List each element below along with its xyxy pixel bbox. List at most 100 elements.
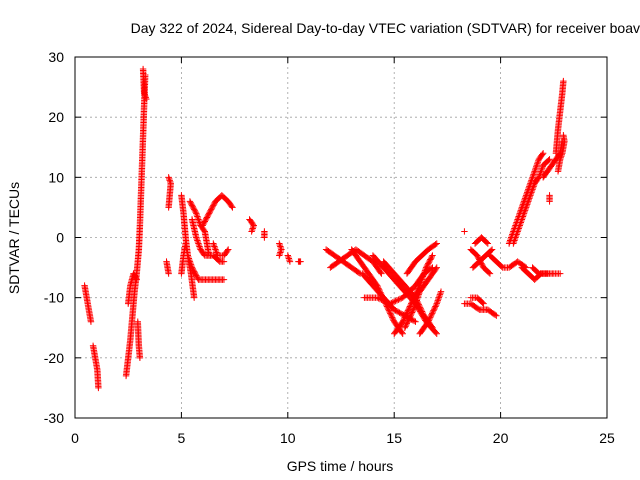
data-point bbox=[431, 304, 438, 312]
data-point bbox=[248, 226, 256, 234]
data-point bbox=[474, 305, 482, 313]
data-point bbox=[428, 253, 435, 261]
data-point bbox=[415, 291, 422, 298]
data-point bbox=[355, 269, 363, 276]
data-point bbox=[165, 174, 172, 181]
data-point bbox=[207, 207, 214, 214]
data-point bbox=[402, 321, 410, 329]
data-point bbox=[418, 277, 425, 285]
data-point bbox=[480, 300, 487, 307]
data-point bbox=[186, 256, 193, 264]
data-point bbox=[375, 295, 382, 302]
data-point bbox=[412, 318, 419, 325]
data-point bbox=[191, 269, 199, 277]
data-point bbox=[511, 237, 518, 244]
data-point bbox=[193, 210, 200, 217]
data-point bbox=[527, 190, 535, 198]
data-point bbox=[276, 250, 284, 258]
data-point bbox=[432, 265, 440, 272]
data-point bbox=[297, 258, 304, 265]
data-point bbox=[276, 241, 284, 249]
x-tick-label: 10 bbox=[280, 430, 296, 446]
data-point bbox=[204, 212, 211, 220]
data-point bbox=[419, 274, 426, 282]
data-point bbox=[192, 271, 199, 278]
data-point bbox=[406, 313, 414, 320]
data-point bbox=[416, 289, 423, 297]
data-point bbox=[206, 208, 213, 216]
data-point bbox=[524, 201, 531, 208]
data-point bbox=[224, 247, 231, 254]
data-point bbox=[430, 306, 438, 313]
data-point bbox=[412, 300, 419, 307]
data-point bbox=[193, 273, 201, 281]
data-point bbox=[398, 329, 406, 336]
data-point bbox=[514, 226, 522, 234]
data-point bbox=[538, 165, 546, 172]
data-point bbox=[426, 315, 433, 323]
data-point bbox=[411, 301, 419, 309]
data-point bbox=[558, 153, 565, 160]
data-point bbox=[529, 174, 536, 181]
y-tick-label: 20 bbox=[48, 109, 64, 125]
data-point bbox=[385, 306, 392, 313]
data-point bbox=[429, 252, 436, 259]
data-point bbox=[432, 301, 440, 309]
y-tick-label: 0 bbox=[56, 230, 64, 246]
data-point bbox=[434, 297, 442, 304]
data-point bbox=[193, 234, 200, 241]
tick-layer: 0 5 10 15 20 25 -30 -20 -10 0 10 20 30 bbox=[44, 49, 615, 446]
data-point bbox=[191, 207, 199, 214]
data-point bbox=[203, 214, 211, 221]
data-point bbox=[210, 202, 217, 209]
data-point bbox=[261, 234, 268, 241]
data-point bbox=[420, 271, 427, 279]
data-point bbox=[418, 308, 426, 315]
data-point bbox=[556, 156, 564, 163]
data-point bbox=[250, 222, 257, 229]
data-point bbox=[518, 217, 525, 225]
data-point bbox=[523, 202, 530, 210]
data-point bbox=[286, 256, 293, 264]
data-point bbox=[228, 203, 235, 210]
data-point bbox=[165, 204, 172, 211]
data-point bbox=[529, 184, 537, 192]
data-point bbox=[485, 269, 493, 276]
data-point bbox=[419, 273, 427, 280]
x-tick-label: 15 bbox=[386, 430, 402, 446]
data-point bbox=[429, 324, 436, 331]
data-point bbox=[520, 211, 527, 219]
data-point bbox=[529, 172, 537, 180]
data-point bbox=[421, 268, 428, 276]
data-point bbox=[405, 316, 412, 323]
data-point bbox=[190, 206, 198, 213]
data-point bbox=[526, 193, 534, 201]
data-point bbox=[487, 247, 495, 254]
data-point bbox=[276, 252, 283, 259]
data-point bbox=[530, 183, 537, 190]
data-point bbox=[373, 294, 381, 301]
y-tick-label: -30 bbox=[44, 410, 64, 426]
data-point bbox=[286, 258, 294, 265]
data-point bbox=[498, 263, 505, 270]
data-point bbox=[426, 257, 433, 265]
data-point bbox=[382, 298, 389, 305]
data-point bbox=[205, 210, 213, 217]
data-point bbox=[537, 168, 545, 175]
data-point bbox=[195, 216, 202, 223]
data-point bbox=[545, 157, 552, 164]
data-point bbox=[378, 296, 385, 303]
data-point bbox=[560, 132, 567, 139]
data-point bbox=[522, 205, 529, 213]
data-point bbox=[203, 215, 210, 222]
y-tick-label: -20 bbox=[44, 350, 64, 366]
data-point bbox=[140, 89, 148, 97]
y-tick-label: -10 bbox=[44, 290, 64, 306]
data-point bbox=[517, 219, 525, 226]
data-point bbox=[391, 298, 398, 305]
data-point bbox=[187, 259, 194, 267]
data-point bbox=[425, 318, 432, 325]
data-point bbox=[413, 295, 421, 303]
data-point bbox=[484, 240, 492, 247]
data-point bbox=[483, 239, 490, 246]
